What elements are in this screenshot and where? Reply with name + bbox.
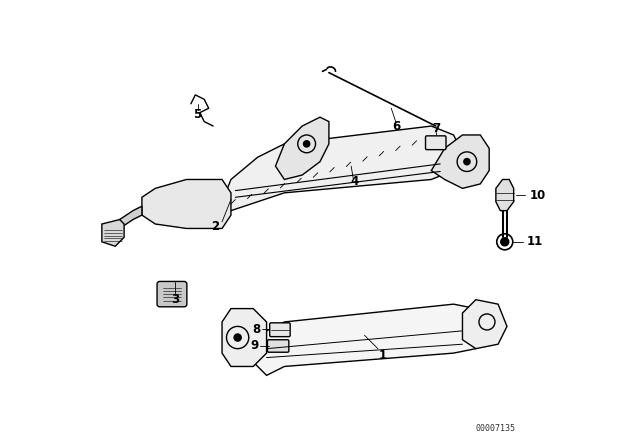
FancyBboxPatch shape [157, 281, 187, 307]
Polygon shape [222, 126, 463, 211]
Text: 10: 10 [529, 189, 545, 202]
Text: 4: 4 [351, 175, 359, 188]
Text: 7: 7 [433, 122, 441, 135]
Polygon shape [102, 220, 124, 246]
Text: 8: 8 [253, 323, 261, 336]
Polygon shape [111, 206, 142, 237]
FancyBboxPatch shape [269, 323, 290, 336]
Circle shape [500, 238, 509, 246]
Text: 11: 11 [527, 235, 543, 248]
Polygon shape [253, 304, 484, 375]
Polygon shape [496, 180, 514, 211]
Circle shape [464, 159, 470, 165]
Circle shape [303, 141, 310, 147]
Circle shape [234, 334, 241, 341]
Text: 1: 1 [378, 349, 387, 362]
Text: 6: 6 [392, 120, 401, 133]
Polygon shape [431, 135, 489, 188]
Text: 3: 3 [172, 293, 179, 306]
Text: 2: 2 [211, 220, 220, 233]
Polygon shape [222, 309, 267, 366]
FancyBboxPatch shape [426, 136, 446, 150]
FancyBboxPatch shape [268, 340, 289, 352]
Polygon shape [275, 117, 329, 180]
Polygon shape [463, 300, 507, 349]
Text: 9: 9 [250, 339, 259, 352]
Text: 5: 5 [193, 108, 202, 121]
Polygon shape [142, 180, 231, 228]
Text: 00007135: 00007135 [476, 424, 516, 433]
